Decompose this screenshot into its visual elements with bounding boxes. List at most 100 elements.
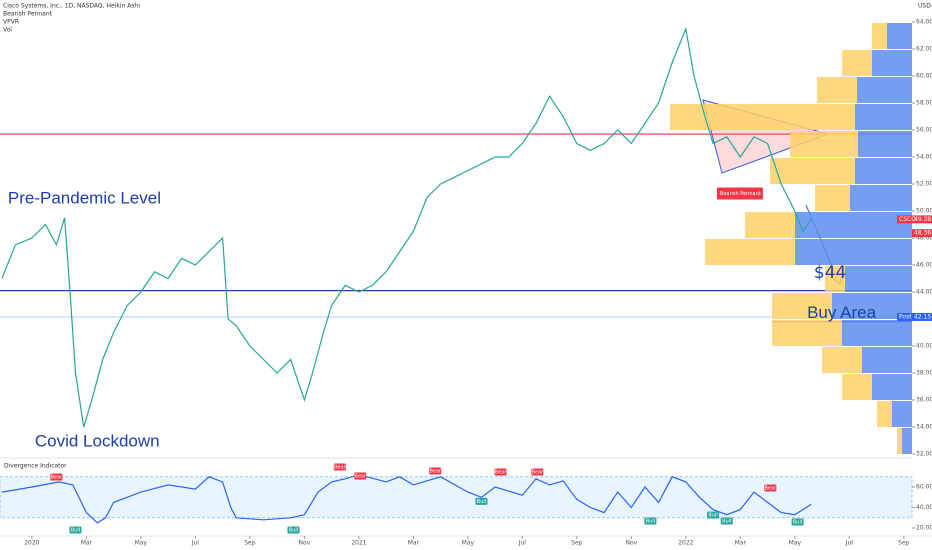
x-tick-label: Sep [571,540,583,547]
series-line [1,26,812,428]
signal-label: Bear [532,470,545,476]
signal-box [644,517,657,525]
signal-box [531,468,544,476]
signal-box [429,467,442,475]
profile-down [872,374,912,400]
price-axis-bg [912,0,932,550]
profile-down [855,158,912,184]
profile-down [872,50,912,76]
profile-down [795,239,912,265]
annotation-box [716,187,763,200]
series-line [1,474,812,524]
x-tick-label: May [462,540,475,547]
profile-up [817,77,857,103]
y-tick-label: 60.00 [916,73,932,80]
x-tick-label: 2021 [351,540,366,547]
profile-up [705,239,795,265]
profile-up [897,428,902,454]
y-tick-label: 46.00 [916,262,932,269]
price-pill-name: CSCO [899,216,916,223]
x-tick-label: Jul [845,540,854,547]
signal-box [707,511,720,519]
y-tick-label: 40.00 [916,504,932,511]
y-tick-label: 32.00 [916,451,932,458]
profile-down [892,401,912,427]
signal-label: Bear [764,486,777,492]
signal-box [494,468,507,476]
signal-label: Bull [708,512,717,518]
y-tick-label: 50.00 [916,208,932,215]
annotation: Covid Lockdown [35,431,160,450]
x-tick-label: Jul [518,540,527,547]
signal-label: Bear [51,474,64,480]
y-tick-label: 54.00 [916,154,932,161]
annotation: Bearish Pennant [720,191,761,197]
profile-up [815,185,850,211]
y-tick-label: 52.00 [916,181,932,188]
price-pill [897,215,932,224]
y-tick-label: 38.00 [916,370,932,377]
signal-box [69,526,82,534]
signal-box [791,518,804,526]
price-pill-name: Post [899,313,912,320]
profile-down [887,23,912,49]
profile-up [842,50,872,76]
x-tick-label: Mar [735,540,747,547]
pane-title: Divergence Indicator [4,463,67,470]
profile-up [745,212,795,238]
profile-down [842,320,912,346]
profile-up [790,131,858,157]
profile-up [770,158,855,184]
signal-label: Bull [722,519,731,525]
profile-down [857,77,912,103]
profile-up [842,374,872,400]
profile-up [825,266,845,292]
annotation: Buy Area [807,303,877,322]
signal-label: Bear [495,470,508,476]
profile-down [858,131,912,157]
signal-label: Bear [334,465,347,471]
price-pill [912,229,932,238]
annotation: $44 [814,263,846,283]
currency: USD [918,3,931,10]
signal-box [475,497,488,505]
y-tick-label: 62.00 [916,46,932,53]
symbol-header: Cisco Systems, Inc., 1D, NASDAQ, Heikin … [3,3,140,10]
signal-label: Bear [429,469,442,475]
annotation: Pre-Pandemic Level [8,188,161,207]
profile-up [670,104,855,130]
profile-down [862,347,912,373]
signal-box [287,526,300,534]
price-pill-value: 42.15 [914,313,931,320]
profile-down [795,212,912,238]
signal-box [764,484,777,492]
profile-up [772,293,832,319]
profile-up [772,320,842,346]
y-tick-label: 20.00 [916,525,932,532]
y-tick-label: 60.00 [916,484,932,491]
band [0,476,913,519]
x-tick-label: Sep [898,540,910,547]
y-tick-label: 36.00 [916,397,932,404]
x-tick-label: Sep [244,540,256,547]
x-tick-label: Mar [408,540,420,547]
signal-label: Bull [289,528,298,534]
signal-label: Bull [71,528,80,534]
price-pill-value: 49.38 [914,216,931,223]
indicator-name: Bearish Pennant [3,11,53,18]
x-tick-label: Nov [625,540,637,547]
profile-down [855,104,912,130]
signal-label: Bull [477,499,486,505]
profile-up [822,347,862,373]
x-tick-label: May [789,540,802,547]
y-tick-label: 56.00 [916,127,932,134]
x-tick-label: Nov [299,540,311,547]
y-tick-label: 34.00 [916,424,932,431]
profile-up [877,401,892,427]
indicator-name: VPVR [3,19,19,26]
signal-label: Bear [354,474,367,480]
y-tick-label: 44.00 [916,289,932,296]
profile-down [850,185,912,211]
